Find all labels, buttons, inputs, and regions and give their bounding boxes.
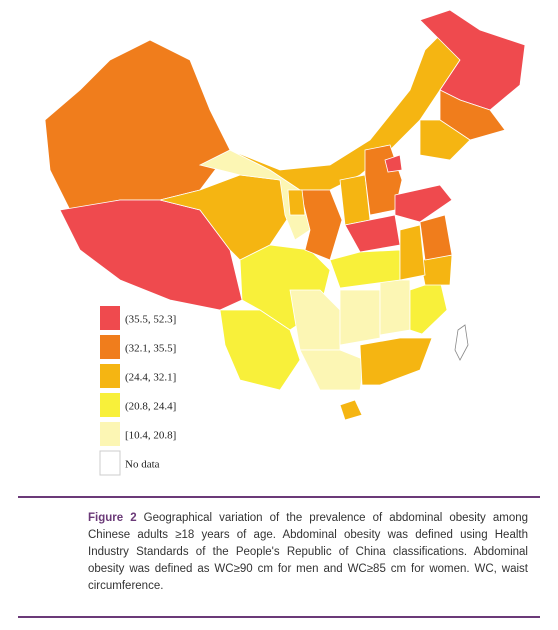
legend-label: (24.4, 32.1] xyxy=(125,372,176,384)
jiangsu xyxy=(419,214,453,261)
hainan xyxy=(339,399,363,421)
liaoning xyxy=(419,119,471,161)
legend-label: No data xyxy=(125,459,160,471)
caption-text: Geographical variation of the prevalence… xyxy=(88,512,529,592)
legend-label: (35.5, 52.3] xyxy=(125,314,176,326)
legend-label: [10.4, 20.8] xyxy=(125,430,176,442)
map: (35.5, 52.3] (32.1, 35.5] (24.4, 32.1] (20.… xyxy=(44,9,526,476)
guangxi xyxy=(299,349,366,391)
beijing xyxy=(384,154,403,173)
caption: Figure 2 Geographical variation of the p… xyxy=(88,510,528,595)
xinjiang xyxy=(44,39,231,211)
guangdong xyxy=(359,337,433,386)
taiwan xyxy=(454,324,469,361)
legend-swatch xyxy=(100,364,120,388)
yunnan xyxy=(219,309,301,391)
rule xyxy=(18,496,540,498)
ningxia xyxy=(287,189,306,216)
guizhou xyxy=(289,289,341,351)
legend-label: (32.1, 35.5] xyxy=(125,343,176,355)
jiangxi xyxy=(379,279,411,336)
caption-label: Figure 2 xyxy=(88,512,137,524)
heilongjiang xyxy=(419,9,526,111)
rule xyxy=(18,616,540,618)
shanxi xyxy=(339,174,371,226)
qinghai xyxy=(159,174,291,261)
legend-swatch xyxy=(100,306,120,330)
hunan xyxy=(339,289,381,346)
legend-swatch xyxy=(100,422,120,446)
fujian xyxy=(409,279,448,335)
legend-swatch xyxy=(100,393,120,417)
legend-swatch xyxy=(100,335,120,359)
legend-swatch xyxy=(99,450,121,476)
inner-mongolia xyxy=(229,29,461,191)
legend-label: (20.8, 24.4] xyxy=(125,401,176,413)
anhui xyxy=(399,224,426,281)
shandong xyxy=(394,184,453,223)
provinces xyxy=(44,9,526,421)
legend: (35.5, 52.3] (32.1, 35.5] (24.4, 32.1] (20.… xyxy=(99,306,176,476)
